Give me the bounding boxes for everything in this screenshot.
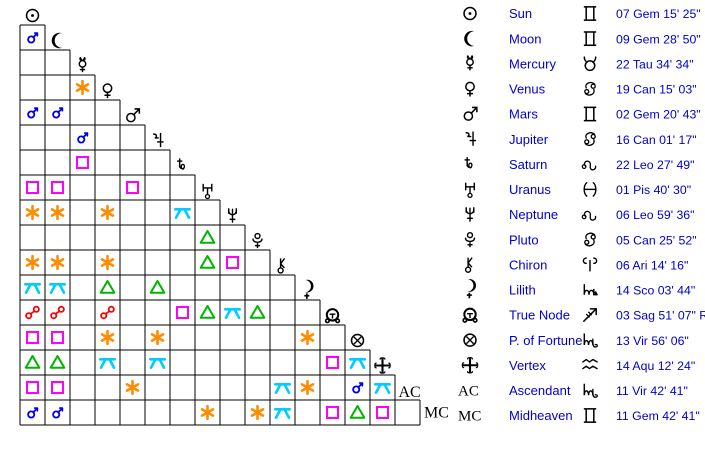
svg-text:07 Gem 15' 25": 07 Gem 15' 25" bbox=[616, 7, 701, 21]
svg-text:Vertex: Vertex bbox=[509, 358, 546, 373]
svg-text:MC: MC bbox=[458, 409, 481, 425]
svg-text:Saturn: Saturn bbox=[509, 157, 547, 172]
svg-text:Pluto: Pluto bbox=[509, 232, 539, 247]
svg-text:22 Tau 34' 34": 22 Tau 34' 34" bbox=[616, 57, 694, 71]
svg-text:AC: AC bbox=[458, 383, 479, 399]
svg-text:03 Sag 51' 07" R: 03 Sag 51' 07" R bbox=[616, 309, 705, 323]
svg-text:13 Vir 56' 06": 13 Vir 56' 06" bbox=[616, 334, 689, 348]
svg-text:16 Can 01' 17": 16 Can 01' 17" bbox=[616, 133, 697, 147]
svg-text:AC: AC bbox=[399, 384, 421, 401]
svg-text:Neptune: Neptune bbox=[509, 207, 558, 222]
svg-text:Jupiter: Jupiter bbox=[509, 132, 549, 147]
svg-text:Mercury: Mercury bbox=[509, 56, 556, 71]
svg-text:Chiron: Chiron bbox=[509, 257, 547, 272]
svg-text:05 Can 25' 52": 05 Can 25' 52" bbox=[616, 233, 697, 247]
svg-text:Midheaven: Midheaven bbox=[509, 408, 573, 423]
svg-text:01 Pis 40' 30": 01 Pis 40' 30" bbox=[616, 183, 691, 197]
svg-text:02 Gem 20' 43": 02 Gem 20' 43" bbox=[616, 108, 701, 122]
svg-text:Mars: Mars bbox=[509, 107, 538, 122]
svg-text:Sun: Sun bbox=[509, 6, 532, 21]
svg-text:19 Can 15' 03": 19 Can 15' 03" bbox=[616, 83, 697, 97]
svg-text:Ascendant: Ascendant bbox=[509, 383, 571, 398]
svg-text:True Node: True Node bbox=[509, 308, 570, 323]
svg-text:06 Leo 59' 36": 06 Leo 59' 36" bbox=[616, 208, 695, 222]
svg-text:MC: MC bbox=[424, 405, 449, 422]
svg-text:09 Gem 28' 50": 09 Gem 28' 50" bbox=[616, 32, 701, 46]
svg-text:14 Aqu 12' 24": 14 Aqu 12' 24" bbox=[616, 359, 695, 373]
svg-text:Venus: Venus bbox=[509, 82, 546, 97]
svg-text:P. of Fortune: P. of Fortune bbox=[509, 333, 582, 348]
svg-text:Uranus: Uranus bbox=[509, 182, 551, 197]
svg-text:Lilith: Lilith bbox=[509, 283, 536, 298]
svg-text:11 Vir 42' 41": 11 Vir 42' 41" bbox=[616, 384, 688, 398]
svg-text:11 Gem 42' 41": 11 Gem 42' 41" bbox=[616, 409, 700, 423]
svg-text:Moon: Moon bbox=[509, 31, 542, 46]
svg-text:14 Sco 03' 44": 14 Sco 03' 44" bbox=[616, 284, 695, 298]
svg-text:06 Ari 14' 16": 06 Ari 14' 16" bbox=[616, 258, 688, 272]
svg-text:22 Leo 27' 49": 22 Leo 27' 49" bbox=[616, 158, 695, 172]
